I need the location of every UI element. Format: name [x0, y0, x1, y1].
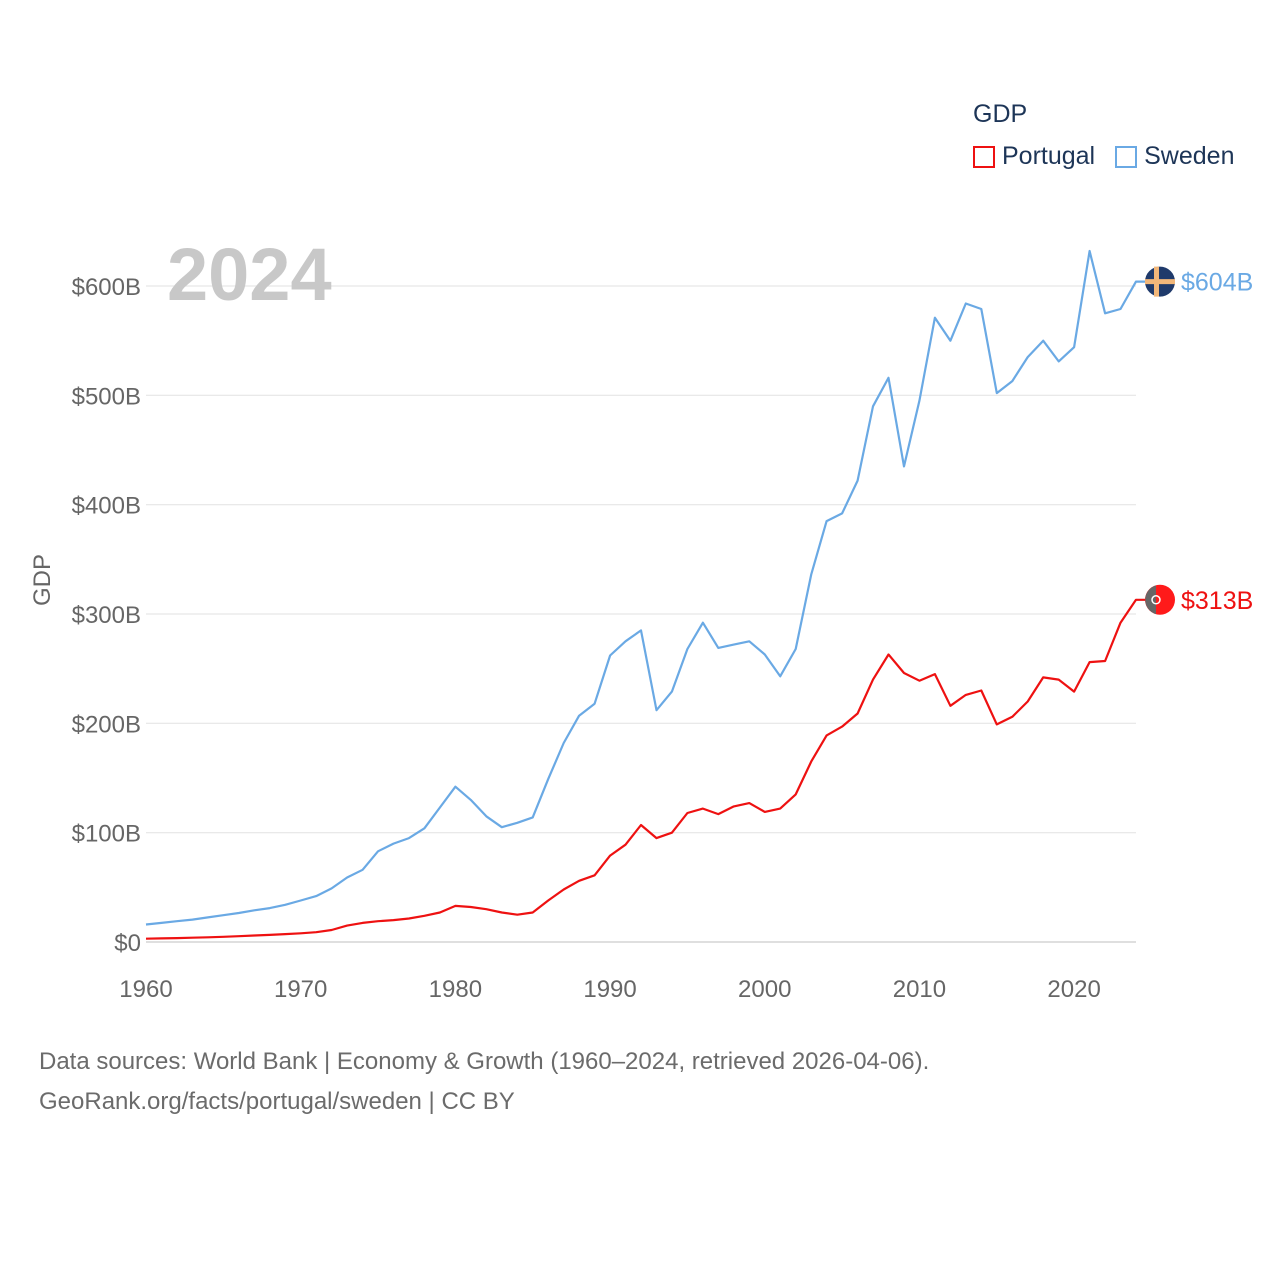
sweden-flag-icon	[1145, 266, 1175, 297]
sources-line: Data sources: World Bank | Economy & Gro…	[39, 1048, 930, 1075]
y-tick-label: $500B	[72, 383, 141, 410]
x-axis-ticks: 1960 1970 1980 1990 2000 2010 2020	[119, 976, 1101, 1003]
y-tick-label: $100B	[72, 821, 141, 848]
y-tick-label: $600B	[72, 274, 141, 301]
y-axis-label: GDP	[29, 554, 56, 606]
legend: Portugal Sweden	[973, 142, 1234, 171]
legend-swatch-sweden	[1115, 145, 1138, 168]
x-tick-label: 1980	[429, 976, 482, 1003]
x-tick-label: 1970	[274, 976, 327, 1003]
x-tick-label: 2010	[893, 976, 946, 1003]
x-tick-label: 2020	[1047, 976, 1100, 1003]
x-tick-label: 2000	[738, 976, 791, 1003]
grid-lines	[146, 285, 1136, 943]
legend-swatch-portugal	[973, 145, 995, 168]
data-sources: Data sources: World Bank | Economy & Gro…	[39, 1042, 929, 1122]
y-tick-label: $400B	[72, 493, 141, 520]
y-axis-ticks: $0 $100B $200B $300B $400B $500B $600B	[72, 274, 141, 957]
y-tick-label: $200B	[72, 711, 141, 738]
legend-label-portugal: Portugal	[1002, 142, 1096, 170]
legend-title: GDP	[973, 100, 1028, 128]
legend-item-portugal[interactable]: Portugal	[973, 142, 1095, 171]
portugal-flag-icon	[1145, 584, 1175, 615]
series-line-sweden	[145, 249, 1148, 926]
series-line-portugal	[145, 598, 1148, 940]
sweden-end-value-label: $604B	[1181, 269, 1253, 297]
legend-item-sweden[interactable]: Sweden	[1115, 142, 1234, 171]
x-tick-label: 1960	[119, 976, 172, 1003]
legend-label-sweden: Sweden	[1144, 142, 1235, 170]
series-layer	[145, 249, 1148, 940]
y-tick-label: $300B	[72, 602, 141, 629]
attribution-line: GeoRank.org/facts/portugal/sweden | CC B…	[39, 1088, 515, 1115]
chart-title-year: 2024	[167, 233, 332, 316]
x-tick-label: 1990	[583, 976, 636, 1003]
portugal-end-value-label: $313B	[1181, 587, 1253, 615]
y-tick-label: $0	[114, 930, 141, 957]
